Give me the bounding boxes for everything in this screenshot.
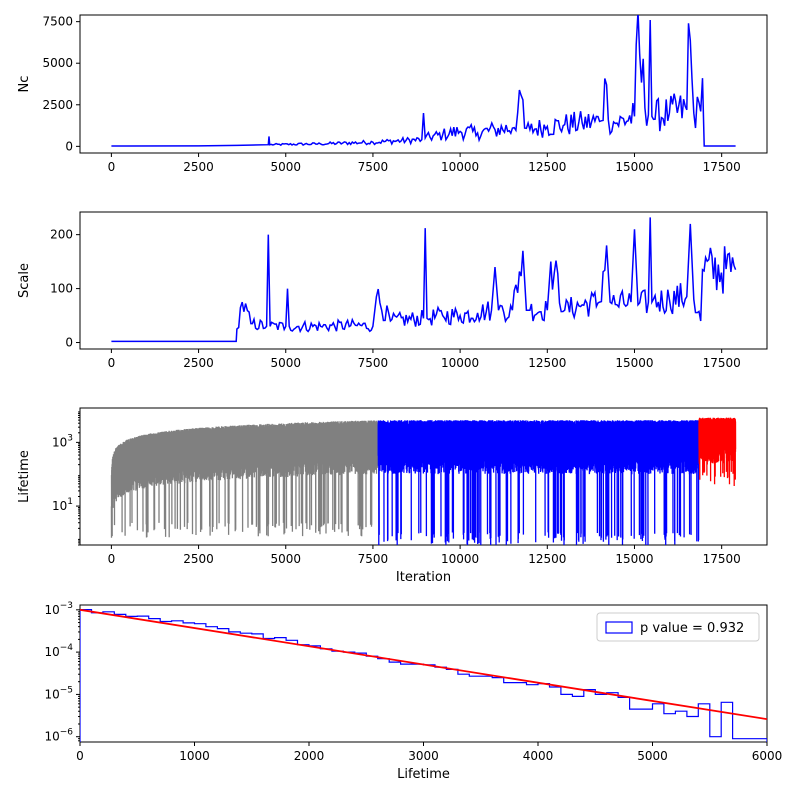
x-tick-label: 2000 [294, 749, 325, 763]
x-tick-label: 0 [76, 749, 84, 763]
x-tick-label: 4000 [523, 749, 554, 763]
panel-lifetime-histogram: 0 1000 2000 3000 4000 5000 6000 10−6 10−5 10−4 10−… [44, 601, 782, 782]
plot-frame [79, 14, 768, 154]
x-tick-label: 15000 [615, 552, 653, 566]
series-line [110, 420, 379, 538]
y-tick-label: 2500 [42, 98, 73, 112]
panel-nc: 0 2500 5000 7500 10000 12500 15000 17500 0 2500 50… [17, 14, 768, 174]
x-tick-label: 7500 [358, 160, 389, 174]
x-tick-label: 17500 [703, 160, 741, 174]
x-tick-label: 5000 [270, 552, 301, 566]
plot-frame [79, 407, 768, 546]
x-tick-label: 10000 [441, 160, 479, 174]
x-tick-label: 0 [108, 552, 116, 566]
x-tick-label: 2500 [183, 356, 214, 370]
y-tick-label: 10−6 [44, 728, 73, 744]
y-tick-label: 103 [52, 433, 73, 449]
y-tick-label: 10−5 [44, 685, 73, 701]
plot-frame [79, 211, 768, 350]
x-tick-label: 12500 [528, 160, 566, 174]
x-tick-label: 12500 [528, 356, 566, 370]
x-tick-label: 10000 [441, 356, 479, 370]
fit-line [80, 608, 767, 721]
y-axis-label: Nc [17, 76, 32, 93]
x-tick-label: 2500 [183, 552, 214, 566]
y-axis-label: Scale [17, 263, 32, 298]
x-tick-label: 5000 [637, 749, 668, 763]
x-tick-label: 1000 [179, 749, 210, 763]
series-line [111, 15, 736, 147]
y-tick-label: 200 [50, 228, 73, 242]
x-tick-label: 12500 [528, 552, 566, 566]
y-tick-label: 0 [65, 336, 73, 350]
x-tick-label: 3000 [408, 749, 439, 763]
series-line [377, 420, 700, 545]
y-tick-label: 5000 [42, 56, 73, 70]
histogram-steps [80, 609, 767, 742]
x-tick-label: 6000 [752, 749, 783, 763]
series-line [111, 217, 737, 343]
y-tick-label: 100 [50, 282, 73, 296]
legend-label: p value = 0.932 [640, 621, 744, 636]
x-tick-label: 17500 [703, 356, 741, 370]
x-tick-label: 5000 [270, 160, 301, 174]
x-tick-label: 15000 [615, 160, 653, 174]
x-tick-label: 2500 [183, 160, 214, 174]
x-tick-label: 7500 [358, 552, 389, 566]
legend-box [596, 612, 760, 642]
x-tick-label: 17500 [703, 552, 741, 566]
x-tick-label: 7500 [358, 356, 389, 370]
series-line [698, 417, 737, 487]
panel-scale: 0 2500 5000 7500 10000 12500 15000 17500 0 100 200… [17, 211, 768, 370]
x-tick-label: 10000 [441, 552, 479, 566]
y-tick-label: 101 [52, 497, 73, 513]
y-tick-label: 0 [65, 139, 73, 153]
x-tick-label: 5000 [270, 356, 301, 370]
y-tick-label: 10−4 [44, 643, 73, 659]
y-axis-label: Lifetime [17, 450, 32, 503]
y-tick-label: 7500 [42, 15, 73, 29]
x-axis-label: Iteration [396, 570, 451, 585]
panel-lifetime-trace: 0 2500 5000 7500 10000 12500 15000 17500 101 103 L… [17, 407, 768, 585]
x-tick-label: 0 [108, 356, 116, 370]
x-tick-label: 15000 [615, 356, 653, 370]
legend: p value = 0.932 [596, 612, 760, 642]
y-tick-label: 10−3 [44, 601, 73, 617]
x-tick-label: 0 [108, 160, 116, 174]
x-axis-label: Lifetime [397, 767, 450, 782]
legend-swatch [605, 621, 633, 634]
